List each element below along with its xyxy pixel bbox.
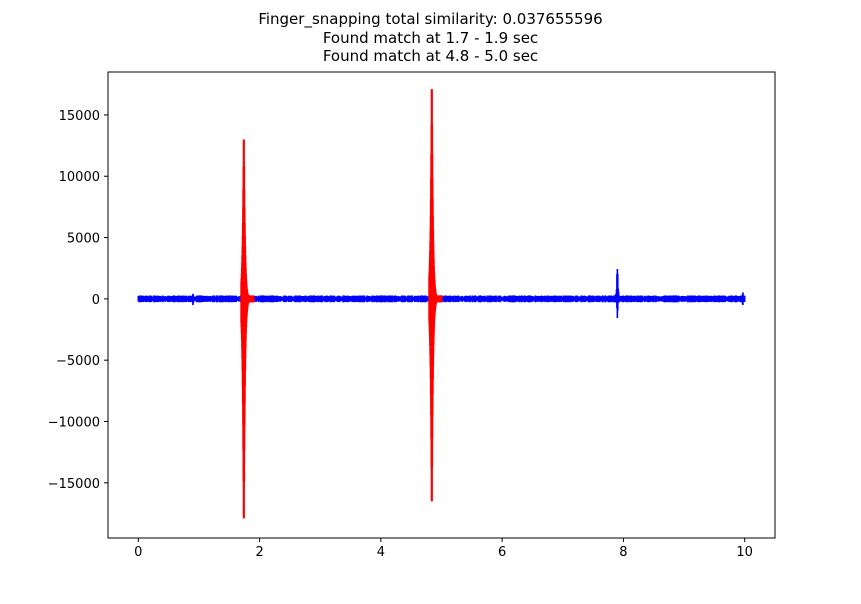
x-tick-label: 0 [134, 545, 142, 560]
y-tick-label: 15000 [59, 109, 100, 124]
x-tick-label: 6 [498, 545, 506, 560]
match-segment-2 [428, 89, 443, 502]
y-tick-label: −15000 [48, 477, 100, 492]
chart-title-line-3: Found match at 4.8 - 5.0 sec [322, 47, 539, 65]
y-axis: −15000 −10000 −5000 0 5000 10000 15000 [48, 109, 108, 492]
x-tick-label: 10 [736, 545, 753, 560]
chart-title-line-1: Finger_snapping total similarity: 0.0376… [258, 10, 603, 28]
signal-waveform-series [137, 269, 746, 319]
y-tick-label: 10000 [59, 170, 100, 185]
y-tick-label: 0 [92, 293, 100, 308]
chart-title-line-2: Found match at 1.7 - 1.9 sec [322, 29, 539, 47]
match-segment-1 [240, 139, 255, 519]
plot-marks [137, 89, 746, 519]
x-axis: 0 2 4 6 8 10 [134, 538, 753, 560]
x-tick-label: 8 [619, 545, 627, 560]
x-tick-label: 4 [377, 545, 385, 560]
x-tick-label: 2 [255, 545, 263, 560]
y-tick-label: −10000 [48, 416, 100, 431]
axes-frame [107, 71, 776, 539]
y-tick-label: −5000 [56, 354, 100, 369]
y-tick-label: 5000 [67, 232, 100, 247]
